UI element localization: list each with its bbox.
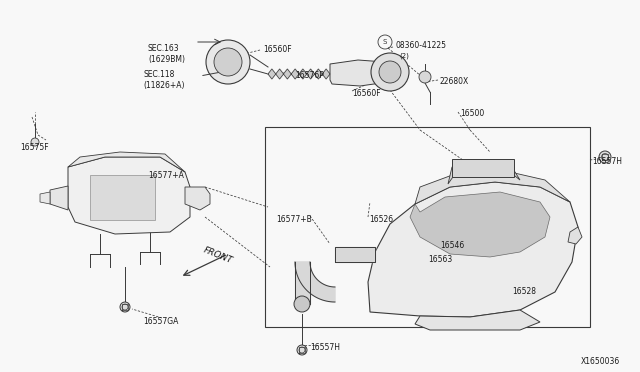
Polygon shape xyxy=(276,69,284,79)
Circle shape xyxy=(294,296,310,312)
Circle shape xyxy=(214,48,242,76)
Polygon shape xyxy=(330,60,390,86)
Text: 16557GA: 16557GA xyxy=(143,317,179,327)
Text: SEC.118
(11826+A): SEC.118 (11826+A) xyxy=(143,70,184,90)
Text: 16577+B: 16577+B xyxy=(276,215,312,224)
Circle shape xyxy=(31,138,39,146)
Text: 16563: 16563 xyxy=(428,256,452,264)
Polygon shape xyxy=(323,69,330,79)
Text: 16528: 16528 xyxy=(512,288,536,296)
Text: SEC.163
(1629BM): SEC.163 (1629BM) xyxy=(148,44,185,64)
Polygon shape xyxy=(299,69,307,79)
Polygon shape xyxy=(40,192,50,204)
Polygon shape xyxy=(50,186,68,210)
Text: 08360-41225: 08360-41225 xyxy=(395,42,446,51)
Circle shape xyxy=(599,151,611,163)
Text: 16500: 16500 xyxy=(460,109,484,119)
Polygon shape xyxy=(335,247,375,262)
Text: FRONT: FRONT xyxy=(202,245,234,265)
Polygon shape xyxy=(314,69,323,79)
Bar xyxy=(452,159,514,177)
Polygon shape xyxy=(307,69,314,79)
Text: 16560F: 16560F xyxy=(263,45,292,55)
Polygon shape xyxy=(68,152,185,172)
Text: (2): (2) xyxy=(399,53,409,59)
Polygon shape xyxy=(295,262,335,302)
Polygon shape xyxy=(415,172,570,204)
Text: 16526: 16526 xyxy=(369,215,393,224)
Text: 16560F: 16560F xyxy=(352,89,381,97)
Text: 16575F: 16575F xyxy=(20,144,49,153)
Text: S: S xyxy=(383,39,387,45)
Text: X1650036: X1650036 xyxy=(580,357,620,366)
Polygon shape xyxy=(410,192,550,257)
Polygon shape xyxy=(284,69,291,79)
Text: 16557H: 16557H xyxy=(592,157,622,167)
Polygon shape xyxy=(448,164,520,184)
Circle shape xyxy=(379,61,401,83)
Text: 16546: 16546 xyxy=(440,241,464,250)
Polygon shape xyxy=(268,69,276,79)
Text: 22680X: 22680X xyxy=(440,77,469,87)
Bar xyxy=(265,127,590,327)
Polygon shape xyxy=(68,157,190,234)
Polygon shape xyxy=(185,187,210,210)
Circle shape xyxy=(371,53,409,91)
Polygon shape xyxy=(291,69,299,79)
Text: 16576P: 16576P xyxy=(295,71,324,80)
Polygon shape xyxy=(295,262,310,304)
Bar xyxy=(90,175,155,220)
Circle shape xyxy=(120,302,130,312)
Circle shape xyxy=(419,71,431,83)
Circle shape xyxy=(206,40,250,84)
Polygon shape xyxy=(368,182,578,317)
Polygon shape xyxy=(415,310,540,330)
Text: 16557H: 16557H xyxy=(310,343,340,353)
Polygon shape xyxy=(568,227,582,244)
Text: 16577+A: 16577+A xyxy=(148,171,184,180)
Circle shape xyxy=(297,345,307,355)
